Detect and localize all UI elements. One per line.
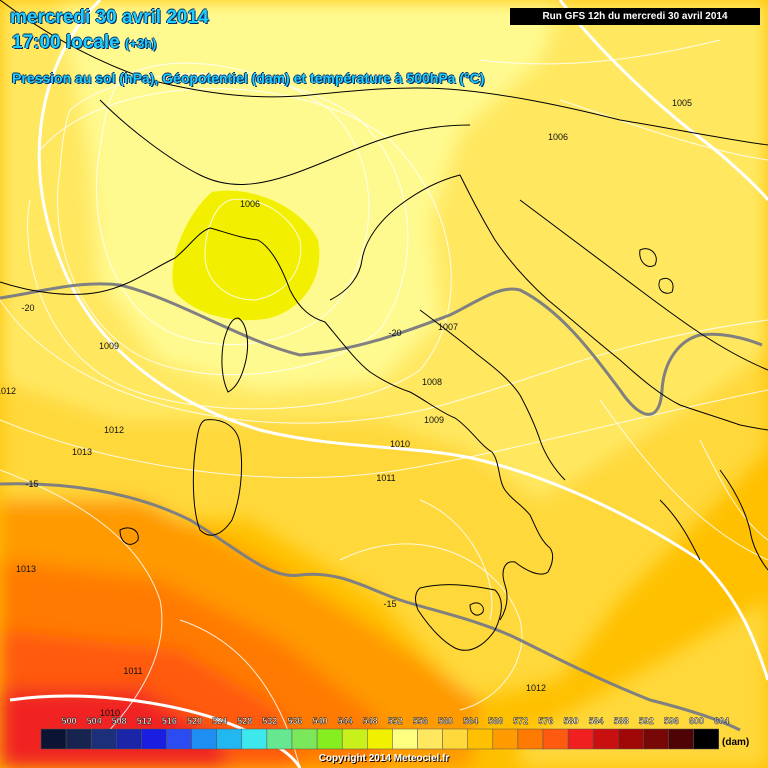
legend-swatch [567,728,594,750]
legend-value-label: 556 [413,716,428,726]
legend-value-label: 532 [262,716,277,726]
legend-swatch [467,728,494,750]
temperature-labels: -20 -20 -15 -15 [21,303,401,609]
legend-swatch [341,728,368,750]
legend-value-label: 600 [689,716,704,726]
legend-swatch [65,728,92,750]
coastlines [0,0,768,621]
legend-value-label: 536 [287,716,302,726]
temperature-label: -15 [25,479,38,489]
pressure-label: 1008 [422,377,442,387]
legend-value-label: 504 [87,716,102,726]
time-offset: (+3h) [125,36,157,51]
pressure-label: 1010 [100,708,120,718]
legend-swatch [291,728,318,750]
legend-value-label: 520 [187,716,202,726]
legend-swatch [417,728,443,750]
legend-value-label: 568 [488,716,503,726]
map-parameters-title: Pression au sol (hPa), Géopotentiel (dam… [12,70,485,86]
pressure-label: 1013 [16,564,36,574]
legend-swatch [90,728,117,750]
temperature-label: -20 [21,303,34,313]
legend-value-label: 588 [614,716,629,726]
legend-value-label: 564 [463,716,478,726]
pressure-label: 1006 [240,199,260,209]
legend-swatch [241,728,268,750]
legend-value-label: 596 [664,716,679,726]
sardinia-island [192,419,243,536]
legend-swatch [668,728,694,750]
legend-value-label: 560 [438,716,453,726]
legend-value-label: 584 [589,716,604,726]
pressure-label: 1009 [99,341,119,351]
legend-swatch [618,728,644,750]
temperature-label: -15 [383,599,396,609]
pressure-label: 1011 [123,666,142,676]
legend-colorbar: 500 504 508 512 516 520 524 528 532 536 540 544 548 5… [40,716,729,750]
pressure-label: 1007 [438,322,458,332]
corsica-island [221,317,249,393]
legend-value-label: 540 [312,716,327,726]
legend-swatch [492,728,519,750]
pressure-label: 1013 [72,447,92,457]
map-date-title: mercredi 30 avril 2014 [10,7,209,28]
legend-value-label: 572 [513,716,528,726]
model-run-badge: Run GFS 12h du mercredi 30 avril 2014 [510,8,760,25]
legend-swatch [643,728,669,750]
legend-value-label: 592 [639,716,654,726]
pressure-label: 1006 [548,132,568,142]
pressure-label: 1012 [104,425,124,435]
legend-swatch [166,728,192,750]
pressure-label: 1011 [376,473,395,483]
legend-value-label: 548 [363,716,378,726]
legend-swatch [542,728,569,750]
legend-value-label: 508 [112,716,127,726]
legend-swatch [392,728,418,750]
legend-value-label: 544 [338,716,353,726]
legend-swatch [367,728,393,750]
pressure-label: 1010 [390,439,410,449]
legend-unit-label: (dam) [722,737,750,748]
pressure-label: 1012 [526,683,546,693]
legend-swatch [141,728,167,750]
legend-swatch [116,728,142,750]
legend-value-label: 580 [563,716,578,726]
pressure-labels: 1005 1006 1006 1007 1008 1009 1009 1010 1010 1011… [0,98,692,718]
local-time: 17:00 locale [12,32,120,53]
legend-swatch [517,728,544,750]
legend-value-label: 552 [388,716,403,726]
legend-swatch [442,728,468,750]
legend-swatch [40,728,67,750]
legend-value-label: 604 [714,716,729,726]
legend-swatch [592,728,619,750]
copyright-notice: Copyright 2014 Meteociel.fr [318,753,450,764]
legend-swatch [266,728,293,750]
legend-swatch [693,728,719,750]
temperature-label: -20 [388,328,401,338]
legend-value-label: 576 [538,716,553,726]
sicily-island [415,584,502,651]
legend-value-label: 524 [212,716,227,726]
legend-swatch [216,728,243,750]
pressure-label: 1012 [0,386,16,396]
legend-value-label: 500 [61,716,76,726]
legend-value-label: 516 [162,716,177,726]
legend-value-label: 512 [137,716,152,726]
legend-swatch [191,728,217,750]
islands [119,248,674,651]
legend-swatch [316,728,343,750]
pressure-label: 1005 [672,98,692,108]
map-time-title: 17:00 locale (+3h) [12,32,156,54]
pressure-label: 1009 [424,415,444,425]
isotherms [0,282,763,732]
legend-value-label: 528 [237,716,252,726]
